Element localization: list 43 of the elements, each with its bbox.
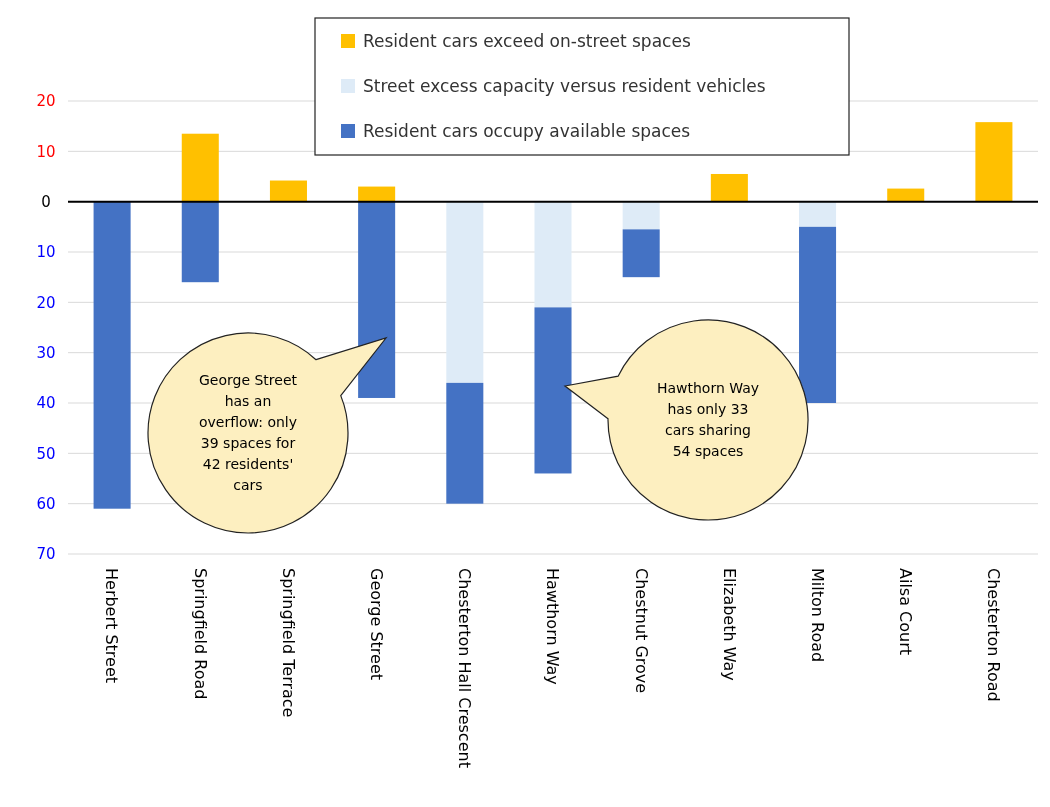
annotation: Hawthorn Way has only 33 cars sharing 54 spaces: [656, 380, 760, 460]
x-tick-label: Springfield Road: [190, 568, 210, 700]
annotation: George Street has an overflow: only 39 spaces for 42 residents' cars: [198, 372, 298, 494]
y-tick-label: 50: [36, 444, 56, 463]
bar: [358, 201, 396, 398]
x-tick-label: Springfield Terrace: [278, 568, 298, 718]
x-tick-label: Herbert Street: [102, 568, 122, 684]
bar: [181, 133, 219, 202]
bar: [534, 201, 572, 308]
x-tick-label: Elizabeth Way: [719, 568, 739, 681]
y-tick-label: 30: [36, 343, 56, 362]
bar: [534, 307, 572, 474]
x-tick-label: Chesterton Road: [984, 568, 1004, 702]
bar: [269, 180, 307, 202]
y-tick-label: 60: [36, 494, 56, 513]
bar: [446, 382, 484, 504]
x-tick-label: Hawthorn Way: [543, 568, 563, 685]
y-tick-label: 10: [36, 142, 56, 161]
bar: [446, 201, 484, 383]
x-tick-label: George Street: [367, 568, 387, 681]
bar: [975, 122, 1013, 202]
y-tick-label: 40: [36, 394, 56, 413]
legend-label: Resident cars occupy available spaces: [363, 120, 691, 141]
y-tick-label: 70: [36, 545, 56, 564]
bar: [887, 188, 925, 202]
bar: [358, 186, 396, 202]
y-tick-label: 20: [36, 92, 56, 111]
bar: [710, 173, 748, 202]
y-tick-label: 10: [36, 243, 56, 262]
bar: [799, 226, 837, 403]
y-tick-label: 20: [36, 293, 56, 312]
bar: [181, 201, 219, 283]
legend-label: Resident cars exceed on-street spaces: [363, 30, 691, 51]
bar: [622, 229, 660, 278]
x-tick-label: Ailsa Court: [896, 568, 916, 656]
legend-label: Street excess capacity versus resident vehicles: [363, 75, 766, 96]
x-tick-label: Chesterton Hall Crescent: [455, 568, 475, 768]
y-tick-label: 0: [41, 192, 51, 211]
bar: [93, 201, 131, 509]
x-tick-label: Chestnut Grove: [631, 568, 651, 694]
bar: [622, 201, 660, 230]
x-tick-label: Milton Road: [807, 568, 827, 663]
bar: [799, 201, 837, 227]
